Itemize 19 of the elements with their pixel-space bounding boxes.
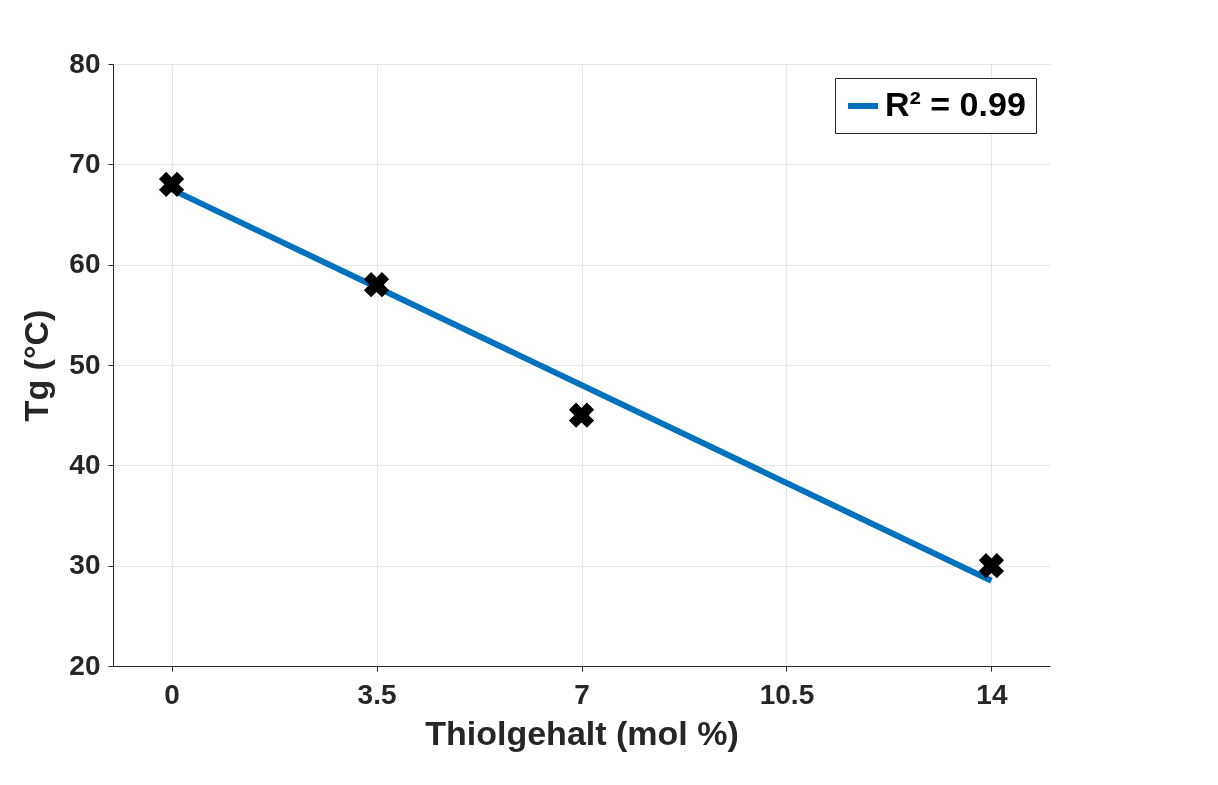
y-tick-label: 50: [69, 348, 101, 380]
x-tick-label: 10.5: [759, 678, 815, 710]
point: [978, 553, 1005, 579]
x-axis-title: Thiolgehalt (mol %): [425, 713, 739, 752]
x-tick-label: 0: [164, 678, 180, 710]
y-tick-label: 20: [69, 649, 101, 681]
y-tick-label: 40: [69, 448, 101, 480]
y-tick-label: 80: [69, 47, 101, 79]
point: [363, 272, 390, 298]
y-tick-label: 30: [69, 549, 101, 581]
point: [158, 171, 185, 198]
legend-label: R² = 0.99: [885, 85, 1026, 123]
x-tick-label: 14: [976, 678, 1008, 710]
y-axis-title: Tg (°C): [17, 309, 56, 422]
y-tick-label: 60: [69, 248, 101, 280]
x-tick-label: 3.5: [357, 678, 397, 710]
x-tick-label: 7: [574, 678, 590, 710]
point: [568, 402, 595, 428]
y-tick-label: 70: [69, 147, 101, 179]
